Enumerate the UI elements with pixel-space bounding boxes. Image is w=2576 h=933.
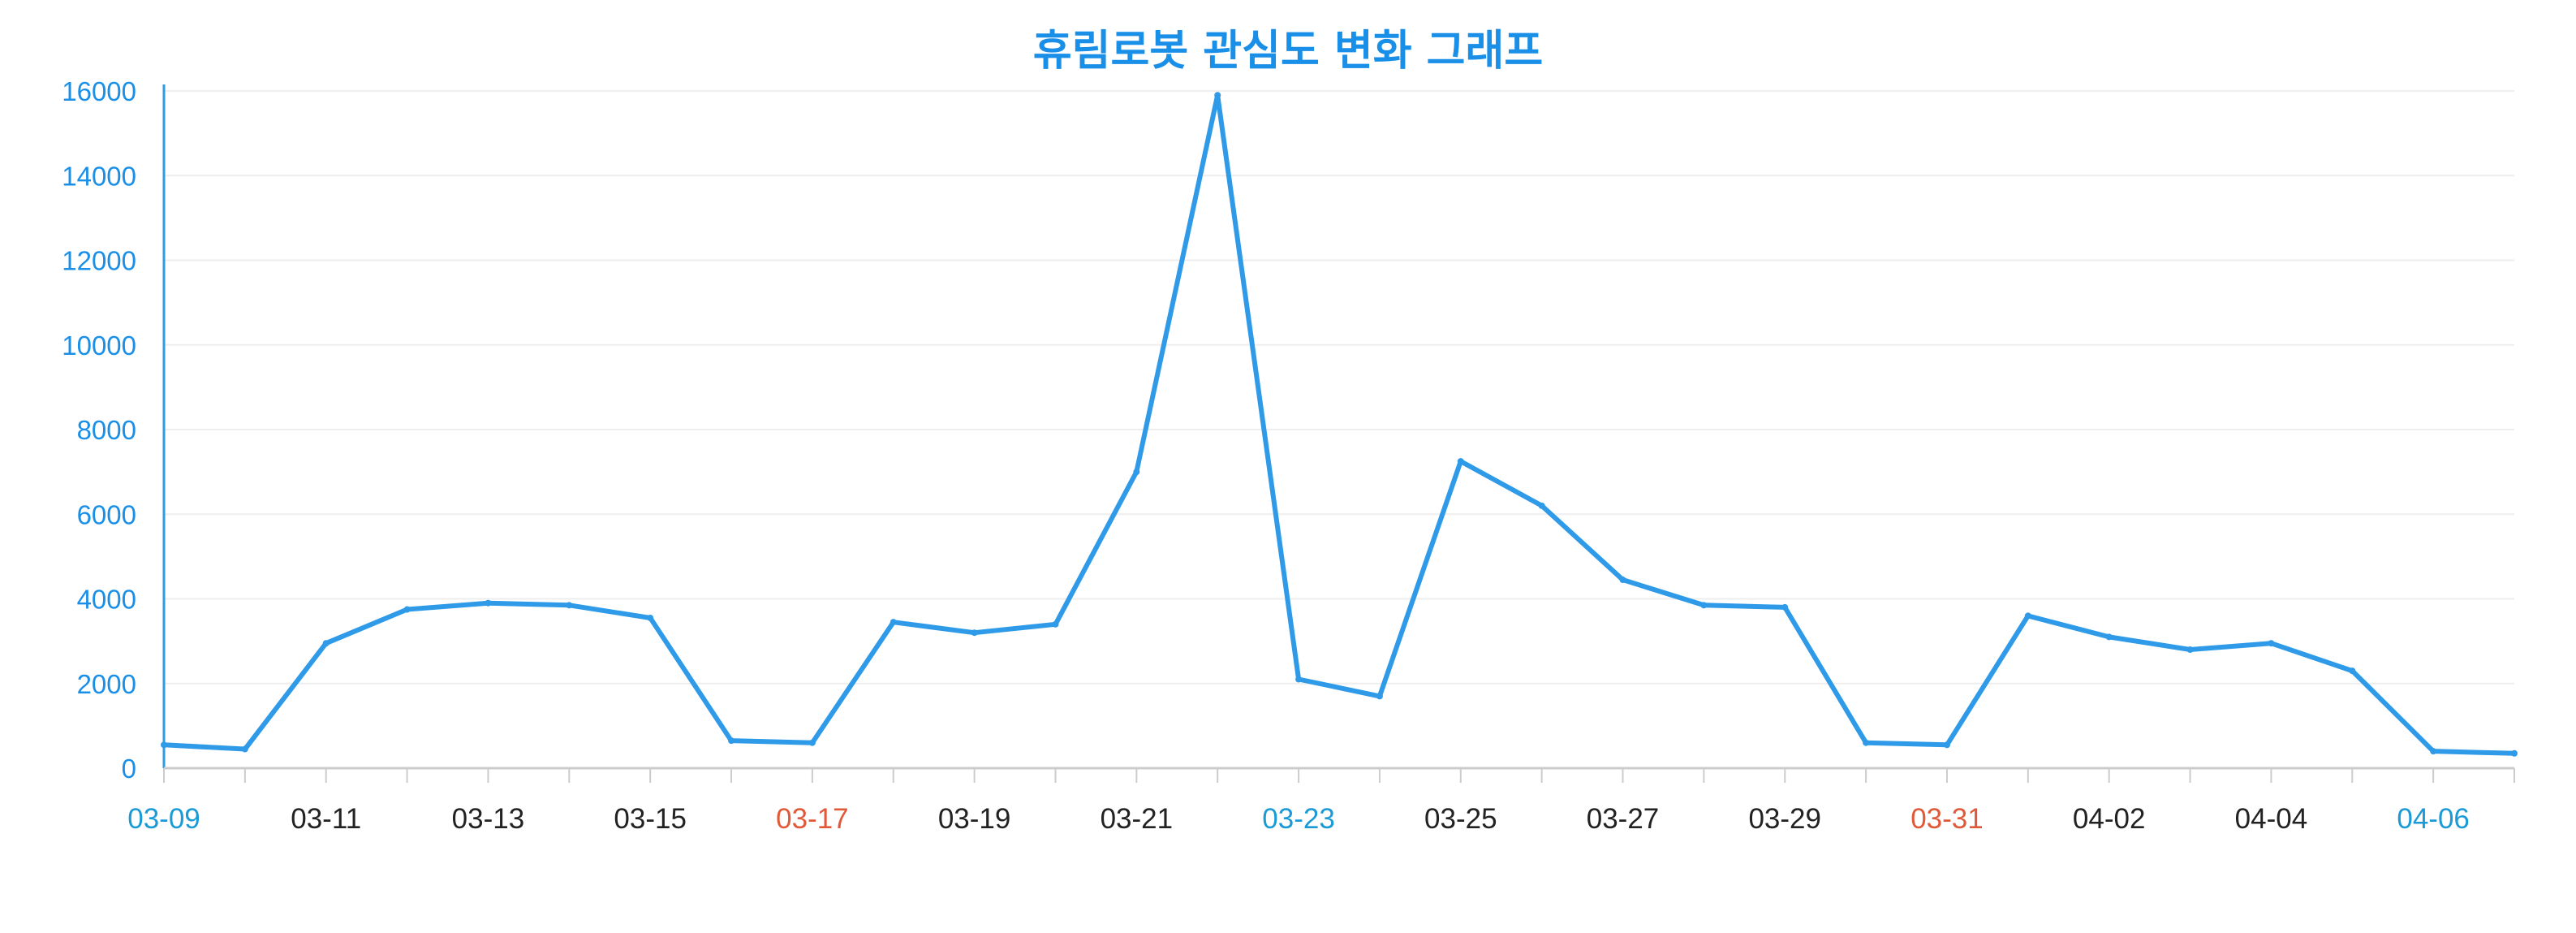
x-tick-label: 04-04 (2235, 803, 2308, 835)
x-tick-label: 03-25 (1424, 803, 1497, 835)
data-point[interactable] (1133, 469, 1140, 476)
data-point[interactable] (1619, 577, 1626, 584)
y-tick-label: 16000 (62, 76, 136, 106)
series-layer (161, 92, 2518, 757)
y-axis-ticks: 0 2000 4000 6000 8000 10000 12000 14000 16000 (62, 76, 136, 784)
data-point[interactable] (1052, 620, 1059, 628)
grid-lines (164, 90, 2514, 685)
data-point[interactable] (2024, 612, 2031, 620)
data-point[interactable] (2268, 640, 2275, 647)
x-tick-label: 03-23 (1262, 803, 1335, 835)
data-point[interactable] (403, 606, 411, 613)
data-point[interactable] (485, 599, 492, 607)
data-point[interactable] (1376, 693, 1383, 700)
data-point[interactable] (1295, 676, 1303, 683)
data-point[interactable] (890, 619, 897, 626)
data-point[interactable] (1700, 602, 1708, 609)
axes (162, 84, 2514, 770)
y-tick-label: 10000 (62, 330, 136, 361)
x-tick-label: 03-29 (1748, 803, 1821, 835)
y-tick-label: 14000 (62, 161, 136, 191)
y-tick-label: 0 (122, 754, 136, 784)
data-point[interactable] (808, 739, 816, 746)
data-point[interactable] (2186, 646, 2194, 654)
y-tick-label: 6000 (77, 499, 136, 529)
data-point[interactable] (241, 745, 248, 753)
data-point[interactable] (728, 737, 735, 745)
data-point[interactable] (2105, 633, 2113, 641)
data-point[interactable] (1943, 741, 1950, 749)
data-point[interactable] (566, 602, 573, 609)
series-line (162, 93, 2517, 756)
chart-title: 휴림로봇 관심도 변화 그래프 (1033, 27, 1543, 76)
y-tick-label: 8000 (77, 415, 136, 445)
x-tick-label: 03-19 (938, 803, 1011, 835)
data-point[interactable] (971, 629, 978, 637)
x-tick-label: 03-21 (1101, 803, 1174, 835)
x-tick-label: 04-06 (2397, 803, 2470, 835)
data-point[interactable] (1781, 603, 1789, 611)
x-tick-label: 03-15 (614, 803, 687, 835)
data-point[interactable] (2349, 667, 2356, 675)
x-axis-ticks: 03-09 03-11 03-13 03-15 03-17 03-19 03-21 03-23… (127, 768, 2515, 835)
data-point[interactable] (1863, 739, 1870, 746)
x-tick-label: 04-02 (2073, 803, 2146, 835)
y-tick-label: 4000 (77, 585, 136, 615)
data-point[interactable] (1538, 502, 1545, 509)
data-point[interactable] (1457, 458, 1464, 465)
y-tick-label: 12000 (62, 246, 136, 276)
x-tick-label: 03-31 (1910, 803, 1984, 835)
y-tick-label: 2000 (77, 669, 136, 699)
data-point[interactable] (322, 640, 330, 647)
x-tick-label: 03-11 (291, 803, 361, 835)
x-tick-label: 03-13 (452, 803, 525, 835)
x-tick-label: 03-17 (776, 803, 849, 835)
data-point[interactable] (2430, 748, 2437, 755)
data-point[interactable] (1214, 92, 1221, 99)
data-point[interactable] (647, 614, 654, 621)
data-point[interactable] (161, 741, 167, 749)
data-point[interactable] (2511, 749, 2518, 757)
x-tick-label: 03-09 (127, 803, 200, 835)
x-tick-label: 03-27 (1587, 803, 1660, 835)
